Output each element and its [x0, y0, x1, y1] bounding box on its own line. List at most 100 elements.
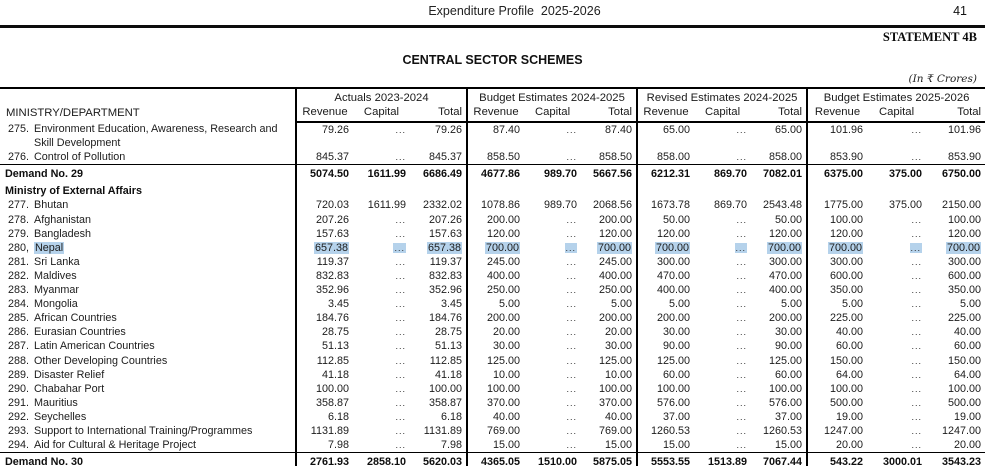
- value-cell: [295, 183, 353, 199]
- value-cell: 1611.99: [367, 199, 406, 212]
- value-cell: [867, 183, 926, 198]
- value-cell: 15.00: [466, 438, 525, 453]
- value-cell: 769.00: [599, 424, 633, 437]
- value-cell: 700.00: [926, 241, 985, 255]
- ministry-cell: 294. Aid for Cultural & Heritage Project: [0, 438, 296, 453]
- demand-total-row: Demand No. 29 5074.50 1611.99 6686.49 4677.8…: [0, 164, 985, 184]
- value-cell: ...: [395, 369, 406, 380]
- ministry-cell: 287. Latin American Countries: [0, 339, 296, 353]
- value-cell: 225.00: [948, 312, 982, 325]
- value-cell: ...: [353, 241, 410, 255]
- table-row: 289. Disaster Relief 41.18... 41.18 10.00...…: [0, 367, 985, 382]
- value-cell: 2858.10: [353, 452, 410, 466]
- value-cell: 100.00: [429, 382, 463, 395]
- value-cell: 700.00: [466, 240, 525, 255]
- table-row: 279. Bangladesh 157.63... 157.63 120.00... 12…: [0, 226, 985, 241]
- value-cell: 4365.05: [466, 452, 525, 466]
- value-cell: ...: [566, 369, 578, 380]
- value-cell: 1510.00: [524, 452, 582, 466]
- table-row: 276. Control of Pollution 845.37... 845.37 8…: [0, 150, 985, 165]
- value-cell: 657.38: [410, 241, 467, 255]
- value-cell: 470.00: [636, 268, 695, 284]
- value-cell: ...: [911, 285, 923, 296]
- value-cell: ...: [566, 425, 578, 436]
- value-cell: 300.00: [636, 254, 695, 269]
- value-cell: 989.70: [544, 199, 578, 212]
- value-cell: 5.00: [466, 297, 525, 312]
- selection-highlight: ...: [734, 242, 748, 253]
- value-cell: 245.00: [599, 255, 633, 268]
- value-cell: 700.00: [581, 241, 637, 255]
- value-cell: ...: [911, 256, 923, 267]
- value-cell: ...: [566, 440, 578, 451]
- value-cell: 400.00: [636, 283, 695, 298]
- ministry-cell: 290. Chabahar Port: [0, 382, 296, 396]
- units-note: (In ₹ Crores): [908, 73, 977, 85]
- value-cell: 6.18: [295, 409, 353, 424]
- column-header-revenue: Revenue: [806, 105, 868, 123]
- value-cell: 5620.03: [410, 452, 468, 466]
- column-header-capital: Capital: [353, 105, 410, 123]
- ministry-name: Chabahar Port: [34, 382, 105, 395]
- value-cell: ...: [911, 214, 923, 225]
- row-number: 287.: [8, 340, 30, 353]
- value-cell: ...: [911, 383, 923, 394]
- selection-highlight: ...: [564, 242, 578, 253]
- value-cell: 853.90: [806, 150, 868, 165]
- ministry-cell: 285. African Countries: [0, 311, 296, 325]
- row-number: 282.: [8, 269, 30, 282]
- table-row: 283. Myanmar 352.96... 352.96 250.00... 250.0…: [0, 283, 985, 298]
- value-cell: 40.00: [466, 409, 525, 424]
- value-cell: 1078.86: [466, 198, 525, 213]
- value-cell: ...: [395, 214, 406, 225]
- value-cell: 65.00: [775, 124, 803, 136]
- value-cell: ...: [395, 313, 406, 324]
- value-cell: 6686.49: [410, 164, 468, 184]
- ministry-cell: 281. Sri Lanka: [0, 255, 296, 269]
- value-cell: 20.00: [806, 438, 868, 453]
- value-cell: 100.00: [636, 381, 695, 396]
- column-group-header-row: MINISTRY/DEPARTMENT Actuals 2023-2024 Bu…: [0, 88, 985, 119]
- row-number: 280,: [8, 241, 30, 254]
- value-cell: ...: [736, 313, 748, 324]
- value-cell: 120.00: [599, 227, 633, 240]
- ministry-name: Support to International Training/Progra…: [34, 424, 253, 437]
- column-group-budget-estimates-2025-2026: Budget Estimates 2025-2026: [806, 88, 985, 105]
- value-cell: ...: [395, 270, 406, 281]
- value-cell: 5.00: [806, 297, 868, 312]
- value-cell: 2150.00: [942, 199, 982, 212]
- value-cell: 720.03: [295, 198, 353, 213]
- value-cell: ...: [395, 425, 406, 436]
- value-cell: 5074.50: [295, 164, 353, 184]
- row-number: 283.: [8, 284, 30, 297]
- value-cell: 700.00: [751, 241, 807, 255]
- ministry-cell: 288. Other Developing Countries: [0, 354, 296, 368]
- column-header-total: Total: [751, 105, 808, 123]
- value-cell: 869.70: [694, 164, 752, 184]
- value-cell: ...: [395, 341, 406, 352]
- value-cell: 858.50: [466, 150, 525, 165]
- value-cell: 37.00: [775, 410, 803, 423]
- selection-highlight: 700.00: [828, 241, 864, 254]
- selection-highlight: 657.38: [313, 241, 349, 254]
- ministry-cell: 278. Afghanistan: [0, 213, 296, 227]
- table-row: 290. Chabahar Port 100.00... 100.00 100.00..…: [0, 381, 985, 396]
- page-header: Expenditure Profile 2025-2026 41: [0, 0, 985, 24]
- row-number: 276.: [8, 151, 30, 164]
- value-cell: 700.00: [636, 240, 695, 255]
- value-cell: 60.00: [954, 340, 982, 353]
- ministry-name: Other Developing Countries: [34, 354, 168, 367]
- value-cell: 1131.89: [295, 423, 353, 439]
- value-cell: 184.76: [429, 312, 463, 325]
- value-cell: 100.00: [806, 212, 868, 227]
- value-cell: ...: [911, 299, 923, 310]
- value-cell: ...: [911, 440, 923, 451]
- value-cell: 858.50: [599, 151, 633, 164]
- value-cell: 7.98: [441, 439, 463, 452]
- value-cell: ...: [395, 440, 406, 451]
- value-cell: 6.18: [441, 410, 463, 423]
- value-cell: 6212.31: [636, 164, 695, 184]
- value-cell: 79.26: [435, 124, 463, 136]
- ministry-group-row: Ministry of External Affairs: [0, 183, 985, 199]
- column-header-capital: Capital: [694, 105, 752, 123]
